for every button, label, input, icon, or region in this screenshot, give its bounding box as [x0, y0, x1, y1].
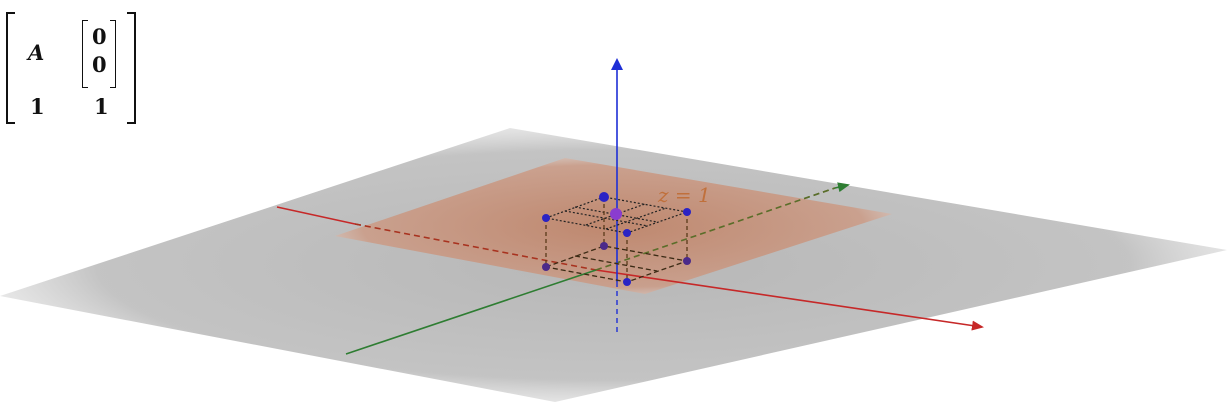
y-axis-tip [834, 182, 850, 193]
point-top-back [599, 192, 609, 202]
matrix-cell-bottom-zero: 0 [92, 52, 107, 77]
matrix-cell-one-right: 1 [94, 94, 109, 119]
point-bottom-front [623, 278, 631, 286]
matrix-left-bracket [6, 12, 15, 124]
vector-left-bracket [82, 20, 88, 88]
y-axis-dashed [595, 187, 836, 271]
point-top-front [623, 229, 631, 237]
x-axis-front [595, 269, 984, 331]
point-bottom-back [600, 242, 608, 250]
vertex-points[interactable] [542, 192, 691, 286]
x-axis-line [276, 206, 356, 225]
matrix-cell-top-zero: 0 [92, 24, 107, 49]
x-axis-dashed-on-plane [354, 223, 597, 271]
vector-right-bracket [110, 20, 116, 88]
y-axis-front [345, 269, 597, 355]
matrix-label: A 0 0 1 1 [6, 12, 136, 126]
point-highlight [610, 208, 622, 220]
plane-label: z = 1 [657, 183, 711, 207]
point-bottom-right [683, 257, 691, 265]
matrix-cell-a: A [28, 40, 45, 65]
point-bottom-left [542, 263, 550, 271]
box-vertical-edges [545, 197, 688, 282]
point-top-right [683, 208, 691, 216]
point-top-left [542, 214, 550, 222]
matrix-right-bracket [127, 12, 136, 124]
matrix-cell-one-left: 1 [30, 94, 45, 119]
